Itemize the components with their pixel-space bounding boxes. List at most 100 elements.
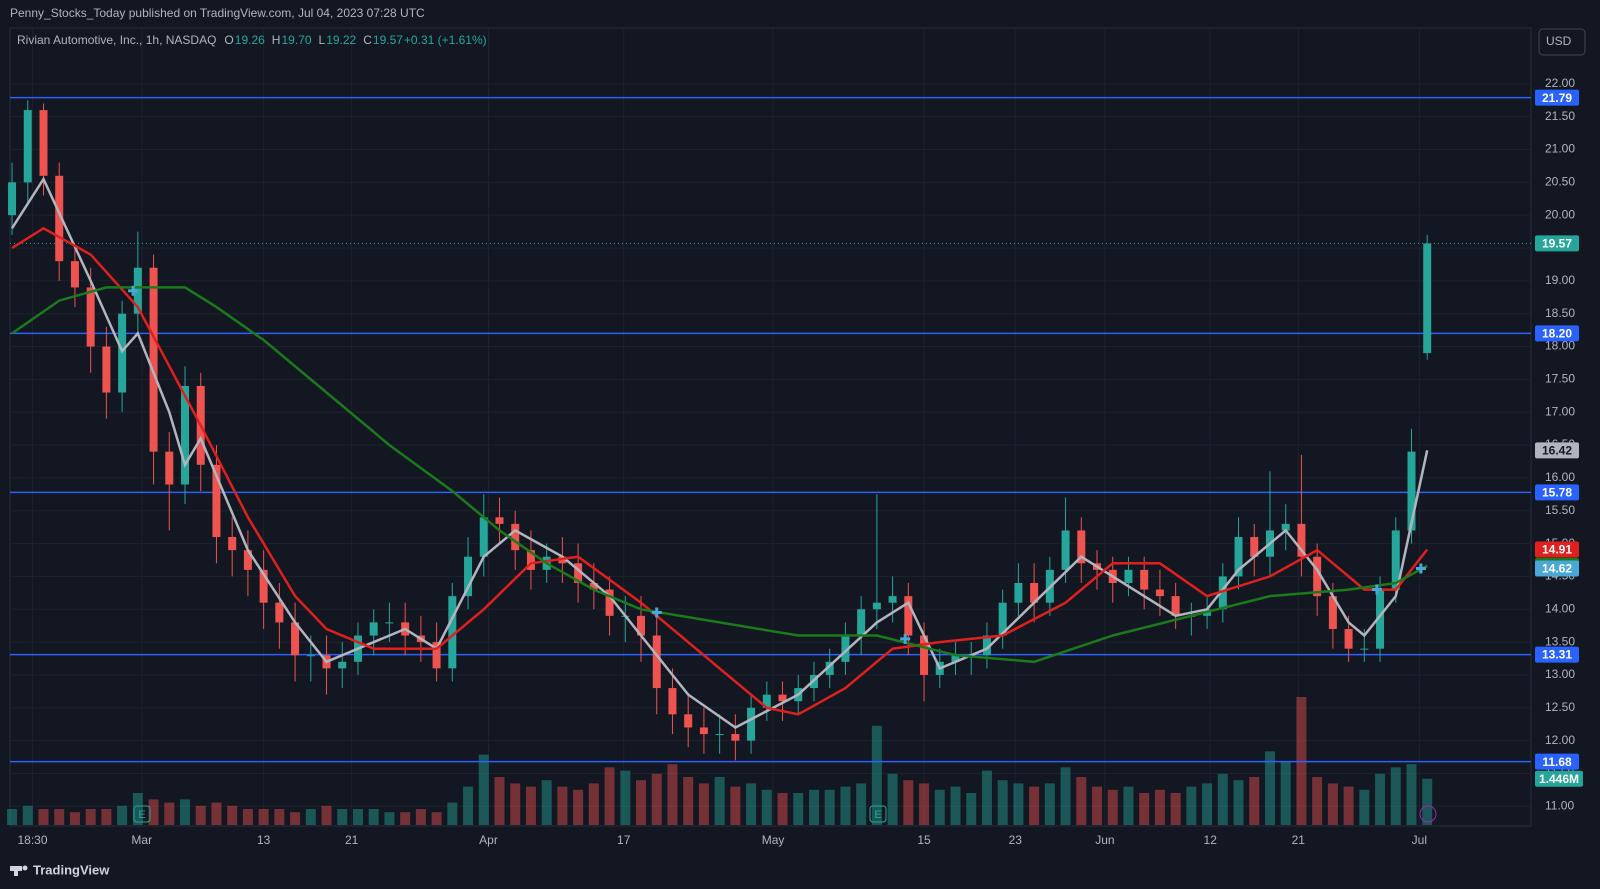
- candle-body: [181, 385, 190, 485]
- dividend-icon: [1419, 805, 1437, 823]
- y-tick-label: 15.50: [1545, 503, 1575, 517]
- candle-body: [747, 707, 756, 741]
- volume-bar: [1044, 783, 1055, 825]
- candle-body: [1281, 523, 1290, 531]
- candle-body: [228, 537, 237, 551]
- volume-bar: [400, 812, 411, 825]
- cross-marker: [651, 607, 662, 618]
- volume-bar: [195, 805, 206, 825]
- legend-item: 19.22: [326, 33, 356, 47]
- y-tick-label: 17.50: [1545, 372, 1575, 386]
- moving-average: [11, 226, 1429, 716]
- x-tick-label: 15: [917, 833, 931, 847]
- candle-body: [275, 602, 284, 623]
- candle-body: [1407, 451, 1416, 531]
- candle-body: [448, 596, 457, 669]
- legend-item: C: [363, 33, 372, 47]
- y-tick-label: 19.00: [1545, 273, 1575, 287]
- price-tag-label: 13.31: [1542, 648, 1572, 662]
- volume-bar: [1343, 786, 1354, 825]
- publisher: Penny_Stocks_Today published on TradingV…: [10, 6, 425, 20]
- candle-body: [998, 602, 1007, 636]
- candle-body: [605, 589, 614, 616]
- y-tick-label: 18.00: [1545, 339, 1575, 353]
- y-tick-label: 13.50: [1545, 634, 1575, 648]
- volume-bar: [981, 770, 992, 825]
- x-tick-label: 12: [1204, 833, 1218, 847]
- y-tick-label: 20.50: [1545, 175, 1575, 189]
- candle-body: [574, 563, 583, 583]
- candle-body: [1297, 523, 1306, 557]
- candle-body: [1124, 569, 1133, 583]
- volume-bar: [242, 809, 253, 825]
- candle-body: [1014, 582, 1023, 603]
- volume-bar: [1280, 761, 1291, 825]
- candle-body: [762, 694, 771, 708]
- symbol: Rivian Automotive, Inc., 1h, NASDAQ: [17, 33, 216, 47]
- volume-bar: [808, 789, 819, 825]
- candle-body: [888, 596, 897, 603]
- moving-average: [11, 286, 1428, 664]
- candle-body: [1423, 243, 1432, 354]
- candle-body: [731, 734, 740, 741]
- candle-body: [511, 523, 520, 551]
- volume-bar: [117, 805, 128, 825]
- volume-bar: [903, 780, 914, 825]
- volume-tag-label: 1.446M: [1539, 772, 1579, 786]
- volume-bar: [950, 786, 961, 825]
- currency[interactable]: USD: [1546, 34, 1572, 48]
- volume-bar: [368, 809, 379, 825]
- volume-bar: [1422, 778, 1433, 825]
- volume-bar: [148, 799, 159, 825]
- price-tag: [1535, 325, 1579, 342]
- volume-bar: [431, 812, 442, 825]
- earnings-icon: E: [133, 805, 151, 823]
- brand: TradingView: [33, 862, 110, 877]
- volume-bar: [1107, 789, 1118, 825]
- y-tick-label: 22.00: [1545, 76, 1575, 90]
- candle-body: [1250, 537, 1259, 557]
- candle-body: [495, 517, 504, 524]
- price-tag-label: 15.78: [1542, 486, 1572, 500]
- volume-bar: [525, 786, 536, 825]
- candle-body: [86, 287, 95, 347]
- candle-body: [1391, 530, 1400, 590]
- candle-body: [8, 182, 17, 216]
- volume-bar: [1233, 780, 1244, 825]
- volume-bar: [54, 809, 65, 825]
- candle-body: [55, 175, 64, 262]
- volume-bar: [777, 793, 788, 825]
- volume-bar: [1327, 783, 1338, 825]
- legend-item: 19.70: [281, 33, 311, 47]
- volume-bar: [1202, 783, 1213, 825]
- candle-body: [23, 110, 32, 183]
- volume-bar: [510, 783, 521, 825]
- price-tag: [1535, 753, 1579, 770]
- candle-body: [149, 267, 158, 452]
- candle-body: [652, 635, 661, 689]
- volume-bar: [415, 809, 426, 825]
- volume-bar: [1092, 786, 1103, 825]
- volume-bar: [824, 789, 835, 825]
- volume-bar: [746, 783, 757, 825]
- currency-button[interactable]: [1538, 28, 1586, 56]
- volume-bar: [180, 799, 191, 825]
- candle-body: [1313, 556, 1322, 597]
- candle-body: [715, 734, 724, 736]
- candle-body: [1360, 648, 1369, 650]
- moving-average: [10, 176, 1429, 729]
- candle-body: [684, 714, 693, 728]
- volume-bar: [557, 786, 568, 825]
- candle-body: [778, 694, 787, 702]
- volume-bar: [227, 805, 238, 825]
- price-tag-label: 14.91: [1542, 543, 1572, 557]
- volume-bar: [290, 812, 301, 825]
- price-tag-label: 11.68: [1542, 755, 1572, 769]
- volume-bar: [38, 809, 49, 825]
- volume-bar: [1375, 773, 1386, 825]
- legend-item: O: [224, 33, 233, 47]
- volume-bar: [478, 754, 489, 825]
- price-tag: [1535, 541, 1579, 558]
- volume-bar: [1029, 786, 1040, 825]
- candle-body: [70, 261, 79, 288]
